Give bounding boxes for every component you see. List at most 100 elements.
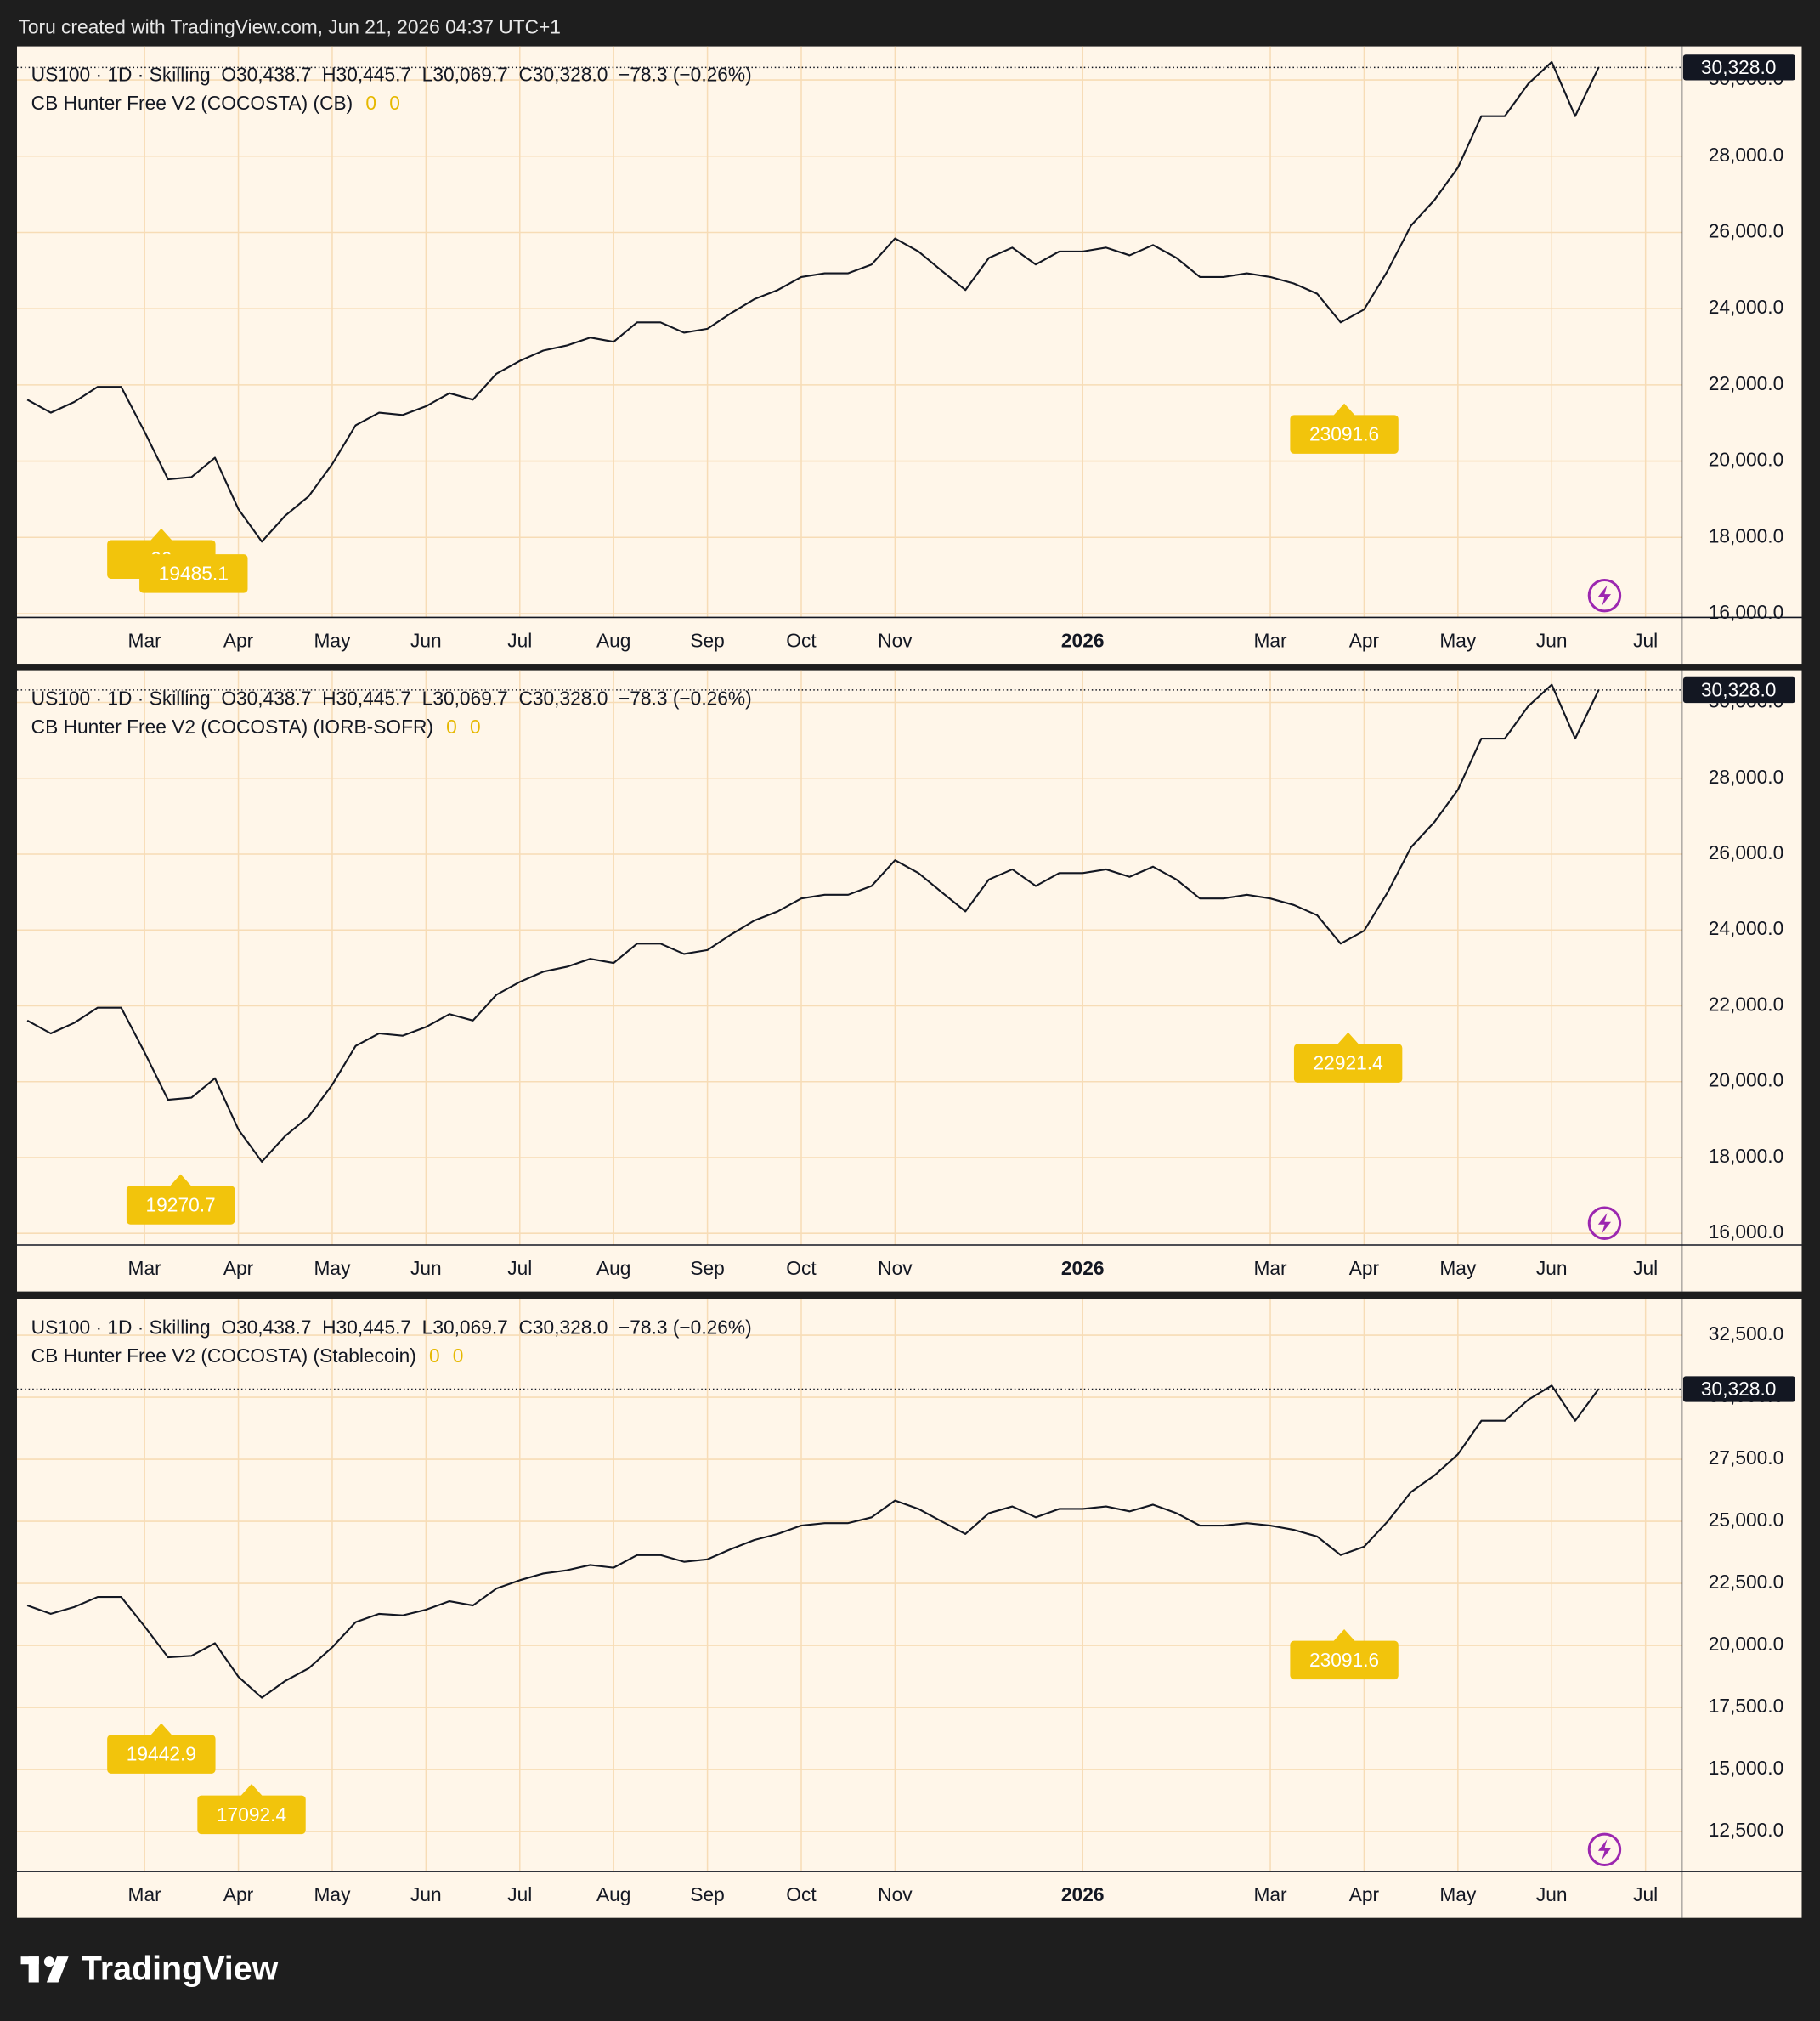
annotation-label: 19485.1 (159, 562, 229, 584)
annotation-pointer (182, 542, 206, 556)
annotation-pointer (1332, 1628, 1356, 1643)
price-line (26, 60, 1600, 543)
annotation-box (107, 1735, 216, 1774)
price-line (26, 1384, 1600, 1699)
last-price-label: 30,328.0 (1701, 678, 1777, 700)
price-line (26, 683, 1600, 1163)
y-tick-label: 20,000.0 (1709, 1633, 1784, 1655)
x-tick-label: Jun (1536, 629, 1568, 651)
y-tick-label: 27,500.0 (1709, 1446, 1784, 1469)
indicator-value: 0 (365, 92, 376, 114)
y-tick-label: 22,000.0 (1709, 372, 1784, 394)
y-tick-label: 22,500.0 (1709, 1571, 1784, 1593)
y-tick-label: 15,000.0 (1709, 1757, 1784, 1779)
y-tick-label: 20,000.0 (1709, 1069, 1784, 1091)
x-tick-label: Jun (410, 1257, 442, 1279)
x-tick-label: Nov (878, 1883, 913, 1905)
x-tick-label: May (1439, 1883, 1477, 1905)
x-tick-label: 2026 (1061, 629, 1105, 651)
annotation-label: 23091.6 (1309, 1649, 1379, 1671)
alert-icon (1587, 578, 1622, 613)
annotation-box (1290, 415, 1399, 454)
y-tick-label: 22,000.0 (1709, 993, 1784, 1015)
x-tick-label: Aug (596, 629, 630, 651)
indicator-value: 0 (446, 716, 457, 738)
x-tick-label: Apr (223, 1257, 254, 1279)
x-tick-label: Jul (1633, 1883, 1658, 1905)
x-tick-label: May (314, 1257, 351, 1279)
x-tick-label: May (314, 1883, 351, 1905)
x-tick-label: 2026 (1061, 1257, 1105, 1279)
logo-shape (28, 1956, 39, 1983)
x-tick-label: Mar (1253, 1883, 1287, 1905)
y-tick-label: 17,500.0 (1709, 1695, 1784, 1717)
annotation-box (197, 1795, 306, 1835)
annotation-box (126, 1186, 235, 1225)
logo-shape (46, 1956, 69, 1983)
y-tick-label: 24,000.0 (1709, 296, 1784, 318)
y-tick-label: 18,000.0 (1709, 524, 1784, 546)
y-tick-label: 18,000.0 (1709, 1145, 1784, 1167)
x-tick-label: May (1439, 629, 1477, 651)
annotation-tag: 19270.7 (126, 1174, 235, 1225)
x-tick-label: Mar (1253, 1257, 1287, 1279)
x-tick-label: Aug (596, 1257, 630, 1279)
x-tick-label: Sep (690, 1257, 724, 1279)
annotation-pointer (1336, 1032, 1360, 1045)
last-price-tag (1682, 676, 1795, 704)
last-price-tag (1682, 54, 1795, 81)
y-tick-label: 24,000.0 (1709, 917, 1784, 939)
y-tick-label: 25,000.0 (1709, 1509, 1784, 1531)
alert-icon (1587, 1832, 1622, 1867)
x-tick-label: Mar (128, 629, 162, 651)
annotation-label: 19442.9 (127, 1743, 196, 1765)
annotation-label: 22921.4 (1314, 1052, 1383, 1074)
logo (20, 1956, 69, 1983)
annotation-tag: 22921.4 (1293, 1032, 1403, 1083)
annotation-tag: 17092.4 (197, 1783, 306, 1835)
x-tick-label: Aug (596, 1883, 630, 1905)
x-tick-label: Oct (786, 1257, 817, 1279)
annotation-tag: 19485.1 (139, 542, 248, 593)
alert-icon-bolt (1597, 585, 1612, 606)
indicator-name: CB Hunter Free V2 (COCOSTA) (IORB-SOFR) (31, 716, 433, 738)
x-tick-label: Sep (690, 1883, 724, 1905)
annotation-tag: 23091.6 (1290, 403, 1399, 454)
alert-icon-bolt (1597, 1213, 1612, 1234)
alert-icon (1587, 1206, 1622, 1240)
x-tick-label: May (1439, 1257, 1477, 1279)
last-price-tag (1682, 1376, 1795, 1402)
y-tick-label: 26,000.0 (1709, 841, 1784, 863)
indicator-value: 0 (470, 716, 481, 738)
y-tick-label: 16,000.0 (1709, 1220, 1784, 1243)
annotation-box (1293, 1044, 1403, 1083)
x-tick-label: Jun (1536, 1257, 1568, 1279)
x-tick-label: Jul (1633, 629, 1658, 651)
annotation-label: 19270.7 (146, 1194, 216, 1216)
y-tick-label: 26,000.0 (1709, 219, 1784, 241)
annotation-pointer (240, 1783, 263, 1797)
x-tick-label: Jun (410, 1883, 442, 1905)
panel-background (17, 670, 1802, 1292)
x-tick-label: Apr (1349, 1257, 1380, 1279)
header: Toru created with TradingView.com, Jun 2… (19, 15, 561, 37)
y-tick-label: 28,000.0 (1709, 144, 1784, 166)
y-tick-label: 12,500.0 (1709, 1819, 1784, 1841)
x-tick-label: Mar (1253, 629, 1287, 651)
x-tick-label: Oct (786, 1883, 817, 1905)
annotation-pointer (150, 1723, 173, 1736)
annotation-label: 17092.4 (217, 1803, 286, 1826)
indicator-name: CB Hunter Free V2 (COCOSTA) (CB) (31, 92, 353, 114)
indicator-value: 0 (429, 1345, 440, 1367)
logo-shape (43, 1956, 54, 1967)
annotation-label: 23091.6 (1309, 423, 1379, 445)
indicator-value: 0 (389, 92, 400, 114)
y-tick-label: 28,000.0 (1709, 766, 1784, 788)
x-tick-label: Oct (786, 629, 817, 651)
annotation-pointer (1332, 403, 1356, 416)
last-price-label: 30,328.0 (1701, 56, 1777, 78)
x-tick-label: Apr (223, 1883, 254, 1905)
footer-brand: TradingView (82, 1950, 279, 1987)
annotation-tag: 19442.9 (107, 1723, 216, 1774)
